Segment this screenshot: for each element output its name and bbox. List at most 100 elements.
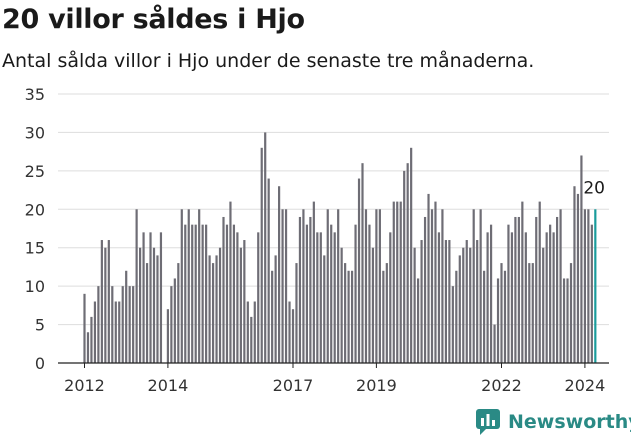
- bar: [510, 232, 514, 363]
- bar: [437, 232, 441, 363]
- bar: [535, 216, 538, 363]
- bar: [302, 209, 305, 363]
- bar: [218, 247, 222, 363]
- bar: [319, 232, 322, 363]
- bar: [288, 301, 291, 363]
- bar: [111, 286, 114, 363]
- bar: [486, 232, 489, 363]
- bar: [455, 270, 458, 363]
- bar: [170, 286, 173, 363]
- bar: [507, 224, 510, 363]
- y-tick-label: 20: [25, 200, 45, 219]
- bar: [403, 170, 406, 363]
- bar: [229, 201, 232, 363]
- bar: [549, 224, 552, 363]
- bar: [135, 209, 138, 363]
- bar: [257, 232, 260, 363]
- bar: [368, 224, 371, 363]
- bar: [159, 232, 163, 363]
- bar: [479, 209, 482, 363]
- bar: [232, 224, 236, 363]
- bar: [274, 255, 277, 363]
- bar: [545, 232, 548, 363]
- x-tick-label: 2014: [148, 376, 189, 395]
- bar: [344, 263, 347, 363]
- bar: [580, 155, 583, 363]
- x-tick-label: 2019: [356, 376, 397, 395]
- bar: [573, 186, 576, 363]
- bar: [337, 209, 340, 363]
- bar: [476, 240, 479, 363]
- bar: [385, 263, 388, 363]
- bar: [354, 224, 357, 363]
- bar: [149, 232, 152, 363]
- bar: [173, 278, 176, 363]
- bar: [413, 247, 416, 363]
- bar: [542, 247, 545, 363]
- bar: [417, 278, 420, 363]
- bar: [90, 316, 93, 363]
- bar: [267, 178, 270, 363]
- bar: [566, 278, 569, 363]
- highlight-value-label: 20: [583, 178, 605, 198]
- bar: [469, 247, 472, 363]
- x-tick-label: 2024: [565, 376, 606, 395]
- bar: [590, 224, 593, 363]
- bar: [361, 163, 364, 363]
- bar: [430, 209, 434, 363]
- bar: [489, 224, 493, 363]
- bar: [198, 209, 201, 363]
- bar: [139, 247, 142, 363]
- bar: [114, 301, 117, 363]
- bar: [493, 324, 496, 363]
- bar: [83, 293, 86, 363]
- bar: [278, 186, 281, 363]
- bar: [107, 240, 110, 363]
- y-tick-label: 25: [25, 162, 45, 181]
- bar: [86, 332, 90, 363]
- bar: [312, 201, 315, 363]
- bar: [569, 263, 573, 363]
- bar: [125, 270, 128, 363]
- bar: [427, 193, 430, 363]
- bar: [556, 216, 559, 363]
- bar: [472, 209, 475, 363]
- bar: [295, 263, 298, 363]
- bar: [128, 286, 131, 363]
- y-tick-label: 0: [35, 354, 45, 373]
- bar: [434, 201, 437, 363]
- chart-title: 20 villor såldes i Hjo: [2, 4, 305, 35]
- bar: [97, 286, 100, 363]
- bar: [389, 232, 392, 363]
- bar: [152, 247, 156, 363]
- bar: [250, 316, 253, 363]
- bar: [222, 216, 225, 363]
- bar: [333, 232, 336, 363]
- bar: [305, 224, 308, 363]
- bar: [396, 201, 399, 363]
- bar: [239, 247, 242, 363]
- bar: [281, 209, 284, 363]
- bar: [448, 240, 451, 363]
- bar: [538, 201, 541, 363]
- bar: [378, 209, 381, 363]
- bar: [225, 224, 229, 363]
- y-tick-label: 35: [25, 85, 45, 104]
- newsworthy-logo-icon: [476, 409, 500, 435]
- bar: [514, 216, 517, 363]
- bar: [100, 240, 103, 363]
- bar: [420, 240, 423, 363]
- bar: [500, 263, 503, 363]
- bar: [357, 178, 361, 363]
- newsworthy-logo[interactable]: Newsworthy: [476, 408, 631, 436]
- x-tick-label: 2017: [273, 376, 314, 395]
- bar: [201, 224, 204, 363]
- bar: [406, 163, 409, 363]
- bar: [246, 301, 249, 363]
- bar: [156, 255, 159, 363]
- bar: [205, 224, 208, 363]
- x-tick-label: 2012: [64, 376, 105, 395]
- bar: [323, 255, 326, 363]
- bar: [371, 247, 375, 363]
